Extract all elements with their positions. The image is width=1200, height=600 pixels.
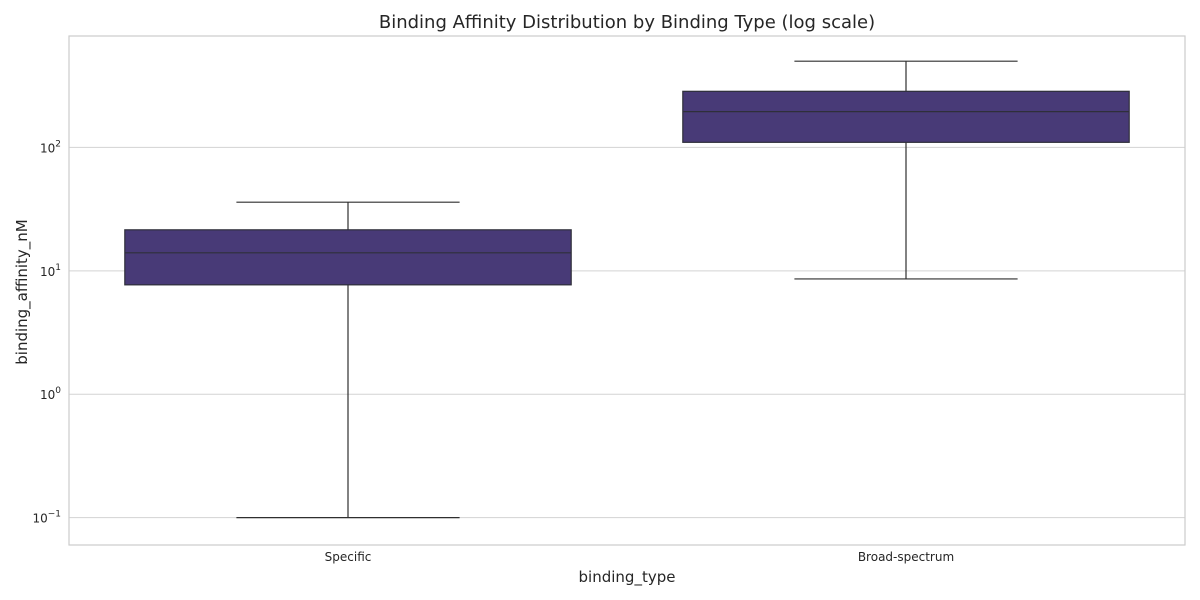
box-layer	[124, 60, 1130, 519]
box-group	[682, 60, 1130, 280]
y-tick-base: 10	[40, 265, 55, 279]
y-tick-exponent: 2	[55, 139, 61, 149]
box-group	[124, 201, 572, 519]
y-tick-label: 10−1	[32, 510, 61, 526]
grid-layer	[69, 146, 1185, 519]
y-axis-label: binding_affinity_nM	[13, 219, 32, 365]
chart-title: Binding Affinity Distribution by Binding…	[379, 12, 875, 33]
y-tick-label: 100	[40, 386, 61, 402]
y-tick-label: 102	[40, 139, 61, 155]
iqr-box	[682, 90, 1130, 143]
y-tick-label: 101	[40, 263, 61, 279]
x-axis-label: binding_type	[579, 568, 676, 587]
x-tick-label: Specific	[325, 550, 372, 564]
y-tick-exponent: 1	[55, 263, 61, 273]
y-tick-base: 10	[40, 141, 55, 155]
plot-frame	[68, 35, 1186, 546]
y-tick-exponent: −1	[48, 510, 61, 520]
iqr-box	[124, 229, 572, 286]
x-tick-label: Broad-spectrum	[858, 550, 954, 564]
y-tick-exponent: 0	[55, 386, 61, 396]
y-tick-base: 10	[32, 512, 47, 526]
y-tick-base: 10	[40, 388, 55, 402]
